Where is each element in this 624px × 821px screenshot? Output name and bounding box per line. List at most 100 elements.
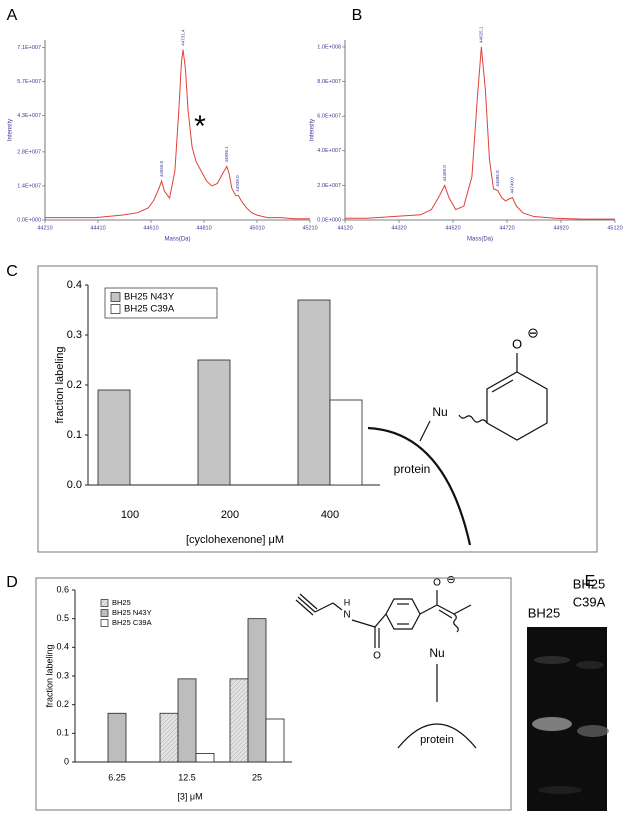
peak-label: 44650.0 <box>159 160 164 177</box>
x-tick-label: 45210 <box>302 225 317 231</box>
peak-label: 44896.1 <box>224 146 229 163</box>
x-tick-label: 200 <box>221 509 239 521</box>
legend-label: BH25 N43Y <box>124 292 175 303</box>
x-tick-label: 44810 <box>196 225 211 231</box>
x-tick-label: 44210 <box>37 225 52 231</box>
atom-label: Nu <box>432 405 447 419</box>
y-tick-label: 0.0E+000 <box>17 217 41 223</box>
x-tick-label: 12.5 <box>178 772 196 782</box>
x-axis-label: [cyclohexenone] μM <box>186 534 284 546</box>
bar <box>177 678 197 763</box>
atom-label: H <box>344 597 351 607</box>
y-tick-label: 0.1 <box>67 429 82 441</box>
legend-swatch <box>100 599 109 607</box>
lane-label: C39A <box>573 594 606 609</box>
y-tick-label: 0.3 <box>56 670 69 680</box>
structure-d: O ⊖ H N O Nu protein <box>295 574 477 749</box>
y-tick-label: 0.4 <box>56 642 69 652</box>
x-tick-label: 400 <box>321 509 339 521</box>
y-axis-label: Intensity <box>8 119 14 141</box>
y-tick-label: 0.1 <box>56 728 69 738</box>
bar <box>229 678 249 763</box>
peak-label: 44938.0 <box>235 175 240 192</box>
gel: E BH25 BH25 C39A <box>527 573 609 811</box>
x-tick-label: 44610 <box>143 225 158 231</box>
y-tick-label: 0.5 <box>56 613 69 623</box>
y-tick-label: 1.4E+007 <box>17 183 41 189</box>
peak-label: 44489.0 <box>442 165 447 182</box>
y-tick-label: 0.0 <box>67 479 82 491</box>
x-tick-label: 44320 <box>391 225 406 231</box>
charge-label: ⊖ <box>446 574 455 586</box>
y-axis-label: fraction labeling <box>44 644 54 707</box>
y-tick-label: 0.2 <box>67 379 82 391</box>
atom-label: N <box>343 610 350 621</box>
y-tick-label: 4.3E+007 <box>17 113 41 119</box>
y-tick-label: 6.0E+007 <box>317 114 341 120</box>
protein-label: protein <box>420 734 454 746</box>
spectrum-line <box>45 49 310 220</box>
x-tick-label: 44920 <box>553 225 568 231</box>
y-tick-label: 4.0E+007 <box>317 148 341 154</box>
y-tick-label: 2.8E+007 <box>17 149 41 155</box>
y-tick-label: 7.1E+007 <box>17 45 41 51</box>
y-tick-label: 1.0E+008 <box>317 44 341 50</box>
y-tick-label: 0.4 <box>67 279 82 291</box>
y-tick-label: 0.0E+000 <box>317 217 341 223</box>
atom-label: O <box>512 336 522 351</box>
x-tick-label: 25 <box>252 772 262 782</box>
x-tick-label: 44120 <box>337 225 352 231</box>
x-tick-label: 44520 <box>445 225 460 231</box>
bar <box>159 712 179 763</box>
legend-frame <box>104 287 218 319</box>
legend-swatch <box>100 609 109 617</box>
bar <box>197 359 231 486</box>
legend-label: BH25 <box>112 598 131 607</box>
x-tick-label: 44720 <box>499 225 514 231</box>
legend-swatch <box>100 619 109 627</box>
bar <box>265 718 285 763</box>
spectrum-line <box>345 46 615 220</box>
x-tick-label: 6.25 <box>108 772 126 782</box>
lane-label: BH25 <box>528 605 561 620</box>
panel-frame <box>35 577 512 811</box>
legend-label: BH25 C39A <box>112 618 152 627</box>
atom-label: Nu <box>429 646 444 660</box>
y-tick-label: 0.2 <box>56 699 69 709</box>
x-tick-label: 45120 <box>607 225 622 231</box>
panel-label: B <box>352 7 363 24</box>
structure-c: O ⊖ Nu protein <box>367 325 548 546</box>
charge-label: ⊖ <box>527 325 539 341</box>
y-tick-label: 5.7E+007 <box>17 79 41 85</box>
protein-label: protein <box>394 462 431 476</box>
legend-swatch <box>110 304 121 314</box>
y-tick-label: 0.3 <box>67 329 82 341</box>
y-tick-label: 8.0E+007 <box>317 79 341 85</box>
legend-label: BH25 C39A <box>124 304 175 315</box>
legend-swatch <box>110 292 121 302</box>
x-axis-label: Mass(Da) <box>467 237 493 243</box>
peak-label: 44740.0 <box>510 177 515 194</box>
x-tick-label: 100 <box>121 509 139 521</box>
bar <box>107 712 127 763</box>
panel-label: C <box>6 263 18 280</box>
panel-label: A <box>7 7 18 24</box>
y-axis-label: fraction labeling <box>54 346 66 423</box>
y-tick-label: 2.0E+007 <box>317 183 341 189</box>
peak-label: 44625.1 <box>479 26 484 43</box>
y-tick-label: 0.6 <box>56 584 69 594</box>
bar <box>329 399 363 486</box>
y-axis-label: Intensity <box>310 119 316 141</box>
lane-label: BH25 <box>573 576 606 591</box>
peak-label: 44731.4 <box>180 29 185 46</box>
x-tick-label: 44410 <box>90 225 105 231</box>
legend-label: BH25 N43Y <box>112 608 152 617</box>
annotation: * <box>194 110 206 143</box>
x-tick-label: 45010 <box>249 225 264 231</box>
bar <box>297 299 331 486</box>
x-axis-label: Mass(Da) <box>164 237 190 243</box>
panel-label: D <box>6 574 18 591</box>
bar <box>97 389 131 486</box>
